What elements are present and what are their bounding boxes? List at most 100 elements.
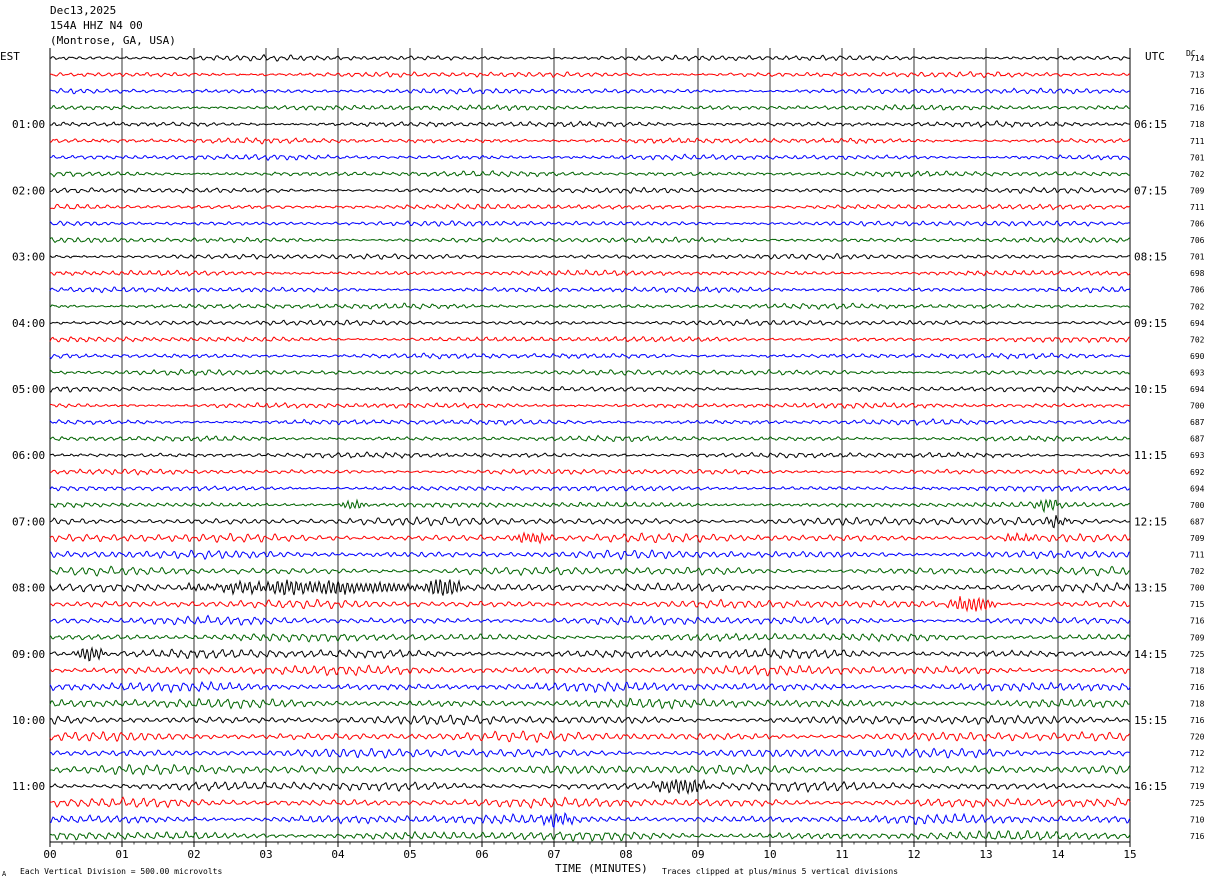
left-hour-label: 02:00 [12,184,45,197]
dc-offset-label: 694 [1190,385,1205,394]
seismogram-trace [49,302,1131,310]
seismogram-trace [49,468,1131,476]
left-hour-label: 03:00 [12,251,45,264]
seismogram-trace [49,779,1131,795]
right-hour-label: 12:15 [1134,515,1167,528]
seismogram-trace [49,747,1130,759]
seismogram-trace [49,485,1131,493]
corner-mark: A [2,870,7,878]
seismogram-trace [49,531,1131,545]
seismogram-trace [49,335,1131,344]
right-hour-label: 11:15 [1134,449,1167,462]
seismogram-trace [49,252,1131,261]
dc-offset-label: 700 [1190,501,1205,510]
right-hour-label: 13:15 [1134,582,1167,595]
x-axis-label: TIME (MINUTES) [555,862,648,875]
dc-offset-label: 702 [1190,567,1205,576]
x-tick-label: 01 [115,848,128,861]
seismogram-trace [49,579,1131,596]
dc-offset-label: 711 [1190,137,1205,146]
dc-offset-label: 709 [1190,186,1205,195]
left-timezone-label: EST [0,50,20,63]
seismogram-trace [49,596,1131,613]
seismogram-trace [49,498,1131,514]
dc-offset-label: 716 [1190,832,1205,841]
dc-offset-label: 694 [1190,484,1205,493]
left-hour-label: 01:00 [12,118,45,131]
x-tick-label: 04 [331,848,345,861]
seismogram-trace [49,352,1131,360]
x-tick-label: 13 [979,848,992,861]
seismogram-trace [49,87,1131,95]
x-tick-label: 08 [619,848,632,861]
seismogram-trace [49,269,1131,277]
dc-offset-label: 709 [1190,534,1205,543]
x-tick-label: 09 [691,848,704,861]
seismogram-trace [49,515,1131,529]
dc-offset-label: 698 [1190,269,1205,278]
seismogram-trace [50,318,1131,327]
dc-offset-label: 694 [1190,319,1205,328]
dc-offset-label: 687 [1190,435,1205,444]
right-hour-label: 15:15 [1134,714,1167,727]
seismogram-trace [49,763,1131,776]
x-tick-label: 14 [1051,848,1065,861]
seismogram-trace [49,646,1131,662]
clip-note: Traces clipped at plus/minus 5 vertical … [662,867,899,876]
dc-offset-label: 712 [1190,749,1205,758]
seismogram-trace [49,285,1131,294]
dc-offset-label: 716 [1190,617,1205,626]
dc-offset-label: 693 [1190,451,1205,460]
seismogram-trace [49,153,1131,162]
left-hour-label: 04:00 [12,317,45,330]
seismogram-trace [49,137,1131,145]
left-hour-label: 10:00 [12,714,45,727]
seismogram-trace [49,120,1131,129]
dc-offset-label: 687 [1190,517,1205,526]
dc-offset-label: 712 [1190,766,1205,775]
dc-offset-label: 711 [1190,203,1205,212]
seismogram-trace [49,664,1131,677]
right-hour-label: 14:15 [1134,648,1167,661]
x-tick-label: 12 [907,848,920,861]
dc-offset-label: 714 [1190,54,1205,63]
x-tick-label: 15 [1123,848,1136,861]
right-timezone-label: UTC [1145,50,1165,63]
dc-offset-label: 716 [1190,87,1205,96]
dc-offset-label: 720 [1190,733,1205,742]
dc-offset-label: 718 [1190,699,1205,708]
left-hour-label: 07:00 [12,515,45,528]
seismogram-trace [49,368,1131,376]
dc-offset-label: 700 [1190,584,1205,593]
dc-offset-label: 716 [1190,104,1205,113]
seismogram-trace [49,614,1131,626]
x-tick-label: 03 [259,848,272,861]
dc-offset-label: 701 [1190,153,1205,162]
seismogram-trace [49,402,1131,409]
dc-offset-label: 702 [1190,170,1205,179]
dc-offset-label: 702 [1190,302,1205,311]
dc-offset-label: 716 [1190,683,1205,692]
dc-offset-label: 706 [1190,286,1205,295]
x-tick-label: 00 [43,848,56,861]
date-label: Dec13,2025 [50,4,117,17]
seismogram-trace [49,186,1131,194]
seismogram-trace [49,103,1131,111]
left-hour-label: 05:00 [12,383,45,396]
right-hour-label: 08:15 [1134,251,1167,264]
left-hour-label: 11:00 [12,780,45,793]
dc-offset-label: 701 [1190,253,1205,262]
right-hour-label: 16:15 [1134,780,1167,793]
seismogram-trace [49,565,1131,577]
dc-offset-label: 725 [1190,650,1205,659]
x-tick-label: 05 [403,848,416,861]
seismogram-trace [49,714,1131,726]
seismogram-trace [49,812,1131,829]
seismogram-trace [49,53,1131,62]
location-label: (Montrose, GA, USA) [50,34,176,47]
dc-offset-label: 718 [1190,666,1205,675]
right-hour-label: 10:15 [1134,383,1167,396]
x-tick-label: 06 [475,848,488,861]
left-hour-label: 09:00 [12,648,45,661]
